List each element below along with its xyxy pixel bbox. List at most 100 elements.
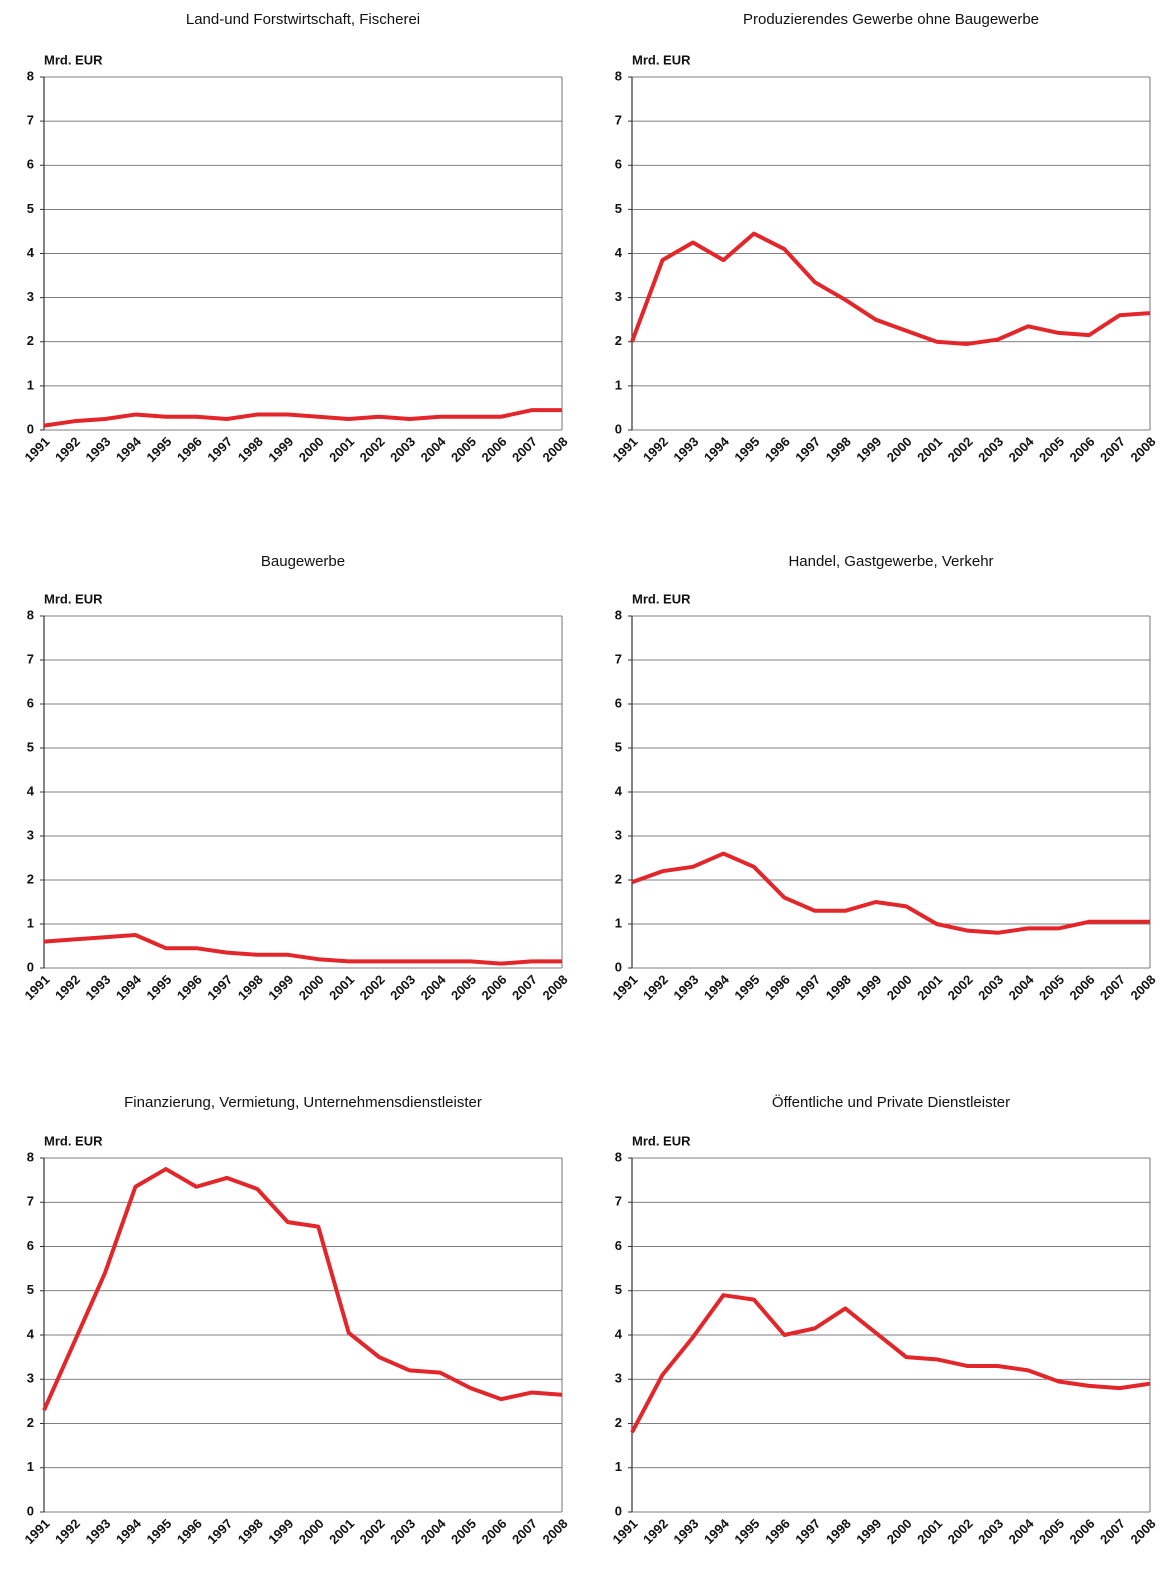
- x-tick-label: 1992: [640, 972, 671, 1003]
- x-tick-label: 2004: [1006, 1515, 1038, 1547]
- y-axis-label: Mrd. EUR: [44, 1133, 103, 1148]
- x-tick-label: 2000: [296, 972, 327, 1003]
- y-tick-label: 6: [27, 1238, 34, 1253]
- x-tick-label: 1997: [204, 434, 235, 465]
- y-tick-label: 3: [615, 827, 622, 842]
- y-tick-label: 4: [615, 783, 623, 798]
- y-tick-label: 7: [27, 113, 34, 128]
- chart-title: Produzierendes Gewerbe ohne Baugewerbe: [743, 11, 1039, 28]
- x-tick-label: 1994: [701, 971, 733, 1003]
- x-tick-label: 1991: [21, 972, 52, 1003]
- x-tick-label: 2005: [448, 972, 479, 1003]
- y-axis-label: Mrd. EUR: [632, 591, 691, 606]
- y-tick-label: 8: [615, 1149, 622, 1164]
- x-tick-label: 2005: [448, 434, 479, 465]
- x-tick-label: 1992: [640, 1516, 671, 1547]
- y-tick-label: 2: [615, 871, 622, 886]
- y-tick-label: 2: [27, 333, 34, 348]
- y-tick-label: 1: [615, 915, 622, 930]
- x-tick-label: 2005: [448, 1516, 479, 1547]
- y-tick-label: 0: [27, 959, 34, 974]
- y-tick-label: 6: [615, 1238, 622, 1253]
- x-tick-label: 1993: [82, 1516, 113, 1547]
- x-tick-label: 2000: [884, 434, 915, 465]
- y-tick-label: 8: [615, 607, 622, 622]
- x-tick-label: 2007: [509, 972, 540, 1003]
- y-tick-label: 4: [27, 1326, 35, 1341]
- y-tick-label: 0: [615, 421, 622, 436]
- y-tick-label: 7: [615, 651, 622, 666]
- x-tick-label: 2001: [914, 1516, 945, 1547]
- y-axis-label: Mrd. EUR: [632, 1133, 691, 1148]
- x-tick-label: 2002: [945, 972, 976, 1003]
- y-tick-label: 1: [615, 377, 622, 392]
- x-tick-label: 1991: [21, 1516, 52, 1547]
- x-tick-label: 1995: [143, 972, 174, 1003]
- x-tick-label: 2000: [884, 1516, 915, 1547]
- y-tick-label: 5: [27, 1282, 34, 1297]
- x-tick-label: 2006: [1067, 1516, 1098, 1547]
- y-tick-label: 1: [27, 1459, 34, 1474]
- y-tick-label: 7: [615, 1194, 622, 1209]
- x-tick-label: 1997: [792, 1516, 823, 1547]
- x-tick-label: 2002: [357, 1516, 388, 1547]
- x-tick-label: 1996: [174, 434, 205, 465]
- x-tick-label: 1993: [82, 434, 113, 465]
- chart-title: Finanzierung, Vermietung, Unternehmensdi…: [124, 1094, 482, 1111]
- y-tick-label: 1: [27, 377, 34, 392]
- x-tick-label: 1997: [792, 972, 823, 1003]
- x-tick-label: 2006: [479, 434, 510, 465]
- y-tick-label: 5: [615, 1282, 622, 1297]
- x-tick-label: 1993: [82, 972, 113, 1003]
- x-tick-label: 1998: [823, 1516, 854, 1547]
- x-tick-label: 1994: [113, 1515, 145, 1547]
- x-tick-label: 2002: [357, 434, 388, 465]
- x-tick-label: 2006: [1067, 434, 1098, 465]
- y-tick-label: 8: [27, 1149, 34, 1164]
- x-tick-label: 2006: [479, 1516, 510, 1547]
- data-line: [43, 933, 562, 966]
- y-tick-label: 1: [27, 915, 34, 930]
- x-tick-label: 2004: [418, 1515, 450, 1547]
- x-tick-label: 2008: [1127, 434, 1158, 465]
- y-tick-label: 0: [615, 1503, 622, 1518]
- x-tick-label: 2007: [1097, 972, 1128, 1003]
- x-tick-label: 2003: [975, 434, 1006, 465]
- x-tick-label: 2002: [945, 434, 976, 465]
- x-tick-label: 1997: [792, 434, 823, 465]
- y-tick-label: 6: [615, 695, 622, 710]
- x-tick-label: 2001: [326, 434, 357, 465]
- x-tick-label: 1999: [853, 1516, 884, 1547]
- y-tick-label: 4: [27, 783, 35, 798]
- x-tick-label: 2007: [509, 434, 540, 465]
- y-tick-label: 3: [615, 1371, 622, 1386]
- y-tick-label: 3: [27, 827, 34, 842]
- x-tick-label: 1997: [204, 1516, 235, 1547]
- y-tick-label: 5: [615, 201, 622, 216]
- x-tick-label: 1995: [143, 1516, 174, 1547]
- x-tick-label: 2008: [1127, 972, 1158, 1003]
- x-tick-label: 1996: [762, 434, 793, 465]
- x-tick-label: 2004: [1006, 971, 1038, 1003]
- x-tick-label: 1995: [731, 1516, 762, 1547]
- x-tick-label: 2004: [1006, 433, 1038, 465]
- y-tick-label: 8: [27, 607, 34, 622]
- x-tick-label: 1993: [670, 972, 701, 1003]
- x-tick-label: 2005: [1036, 972, 1067, 1003]
- x-tick-label: 1998: [235, 1516, 266, 1547]
- data-line: [630, 231, 1151, 346]
- y-tick-label: 7: [27, 1194, 34, 1209]
- chart-title: Öffentliche und Private Dienstleister: [772, 1093, 1010, 1111]
- y-tick-label: 2: [615, 333, 622, 348]
- x-tick-label: 1996: [762, 972, 793, 1003]
- x-tick-label: 1999: [265, 434, 296, 465]
- y-tick-label: 5: [27, 201, 34, 216]
- x-tick-label: 2001: [914, 434, 945, 465]
- x-tick-label: 2003: [387, 1516, 418, 1547]
- x-tick-label: 2002: [357, 972, 388, 1003]
- x-tick-label: 1996: [174, 1516, 205, 1547]
- x-tick-label: 2007: [1097, 1516, 1128, 1547]
- y-axis-label: Mrd. EUR: [632, 52, 691, 67]
